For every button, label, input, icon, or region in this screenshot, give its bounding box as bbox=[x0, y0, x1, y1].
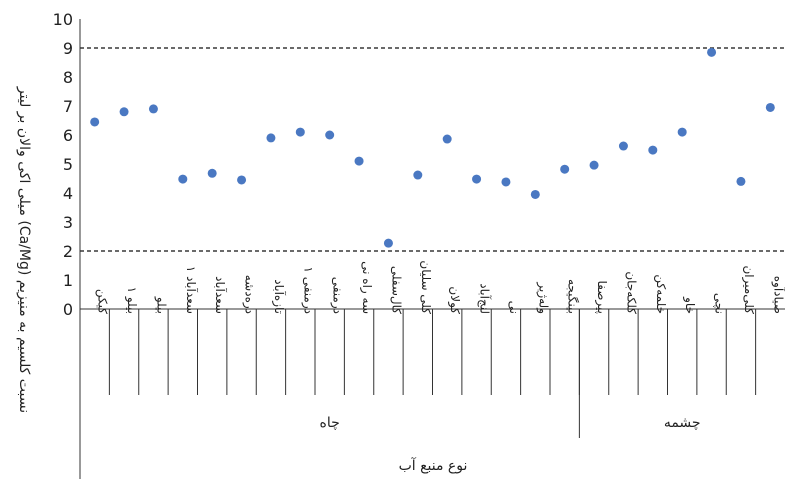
data-point bbox=[501, 177, 511, 187]
axes bbox=[79, 19, 785, 479]
y-axis-ticks: 0 1 2 3 4 5 6 7 8 9 10 bbox=[53, 10, 73, 319]
data-point bbox=[207, 168, 217, 178]
category-label: تازه‌آباد bbox=[271, 279, 287, 314]
data-point bbox=[413, 170, 423, 180]
y-tick-label: 9 bbox=[63, 39, 73, 58]
category-label: صیادآوه bbox=[770, 276, 785, 314]
data-point bbox=[325, 130, 335, 140]
y-tick-label: 2 bbox=[63, 242, 73, 261]
category-label: بیلو bbox=[153, 296, 168, 314]
category-label: پیرصفا bbox=[594, 281, 609, 315]
category-label: کال‌سفلی bbox=[389, 266, 403, 314]
category-label: کلی سلیان bbox=[419, 260, 433, 314]
data-point bbox=[589, 160, 599, 170]
data-point bbox=[354, 156, 364, 166]
category-label: سعدآباد ۱ bbox=[184, 266, 199, 314]
y-tick-label: 5 bbox=[63, 155, 73, 174]
x-axis-title: نوع منبع آب bbox=[399, 457, 468, 474]
y-tick-label: 1 bbox=[63, 271, 73, 290]
category-label: لنج‌آباد bbox=[478, 283, 493, 314]
y-tick-label: 10 bbox=[53, 10, 73, 29]
y-tick-label: 6 bbox=[63, 126, 73, 145]
data-point bbox=[237, 175, 247, 185]
group-label: چاه bbox=[320, 415, 340, 431]
data-point bbox=[295, 127, 305, 137]
data-point bbox=[266, 133, 276, 143]
category-label: نی bbox=[507, 301, 521, 314]
data-point bbox=[707, 47, 717, 57]
category-labels: کیکن بیلو ۱ بیلو سعدآباد ۱ سعدآباد دره‌دشه تاز… bbox=[95, 260, 785, 314]
category-label: بینگیجه bbox=[566, 279, 580, 314]
data-point bbox=[178, 174, 188, 184]
data-point bbox=[530, 189, 540, 199]
category-label: کیکن bbox=[95, 289, 110, 314]
category-label: خلمه‌کن bbox=[653, 274, 668, 314]
y-axis-title: نسبت کلسیم به منیزیم (Ca/Mg) میلی اکی وا… bbox=[16, 86, 32, 413]
data-points bbox=[90, 47, 775, 248]
y-tick-label: 8 bbox=[63, 68, 73, 87]
category-label: خاو bbox=[682, 296, 697, 314]
data-point bbox=[765, 102, 775, 112]
data-point bbox=[648, 145, 658, 155]
category-label: کولان bbox=[447, 286, 462, 314]
data-point bbox=[90, 117, 100, 127]
category-label: بیلو ۱ bbox=[124, 287, 139, 314]
data-point bbox=[148, 104, 158, 114]
data-point bbox=[736, 176, 746, 186]
data-point bbox=[383, 238, 393, 248]
category-label: دره‌دشه bbox=[242, 275, 257, 314]
category-label: کلکه‌جان bbox=[624, 271, 638, 314]
data-point bbox=[119, 107, 129, 117]
y-tick-label: 3 bbox=[63, 213, 73, 232]
data-point bbox=[618, 141, 628, 151]
category-label: کلی‌میران bbox=[741, 265, 756, 314]
y-tick-label: 7 bbox=[63, 97, 73, 116]
group-labels: چاه چشمه bbox=[320, 415, 701, 431]
category-label: نچی bbox=[713, 293, 727, 314]
data-point bbox=[442, 134, 452, 144]
category-label: وله‌ژیر bbox=[535, 281, 550, 314]
data-point bbox=[560, 164, 570, 174]
category-label: سعدآباد bbox=[213, 276, 228, 314]
group-label: چشمه bbox=[664, 415, 701, 431]
category-label: درمنفی ۱ bbox=[300, 266, 315, 314]
y-tick-label: 0 bbox=[63, 300, 73, 319]
category-label: سه راه نی bbox=[359, 261, 374, 314]
reference-lines bbox=[80, 47, 785, 252]
data-point bbox=[677, 127, 687, 137]
category-label: درمنفی bbox=[330, 277, 345, 314]
y-tick-label: 4 bbox=[63, 184, 73, 203]
data-point bbox=[472, 174, 482, 184]
